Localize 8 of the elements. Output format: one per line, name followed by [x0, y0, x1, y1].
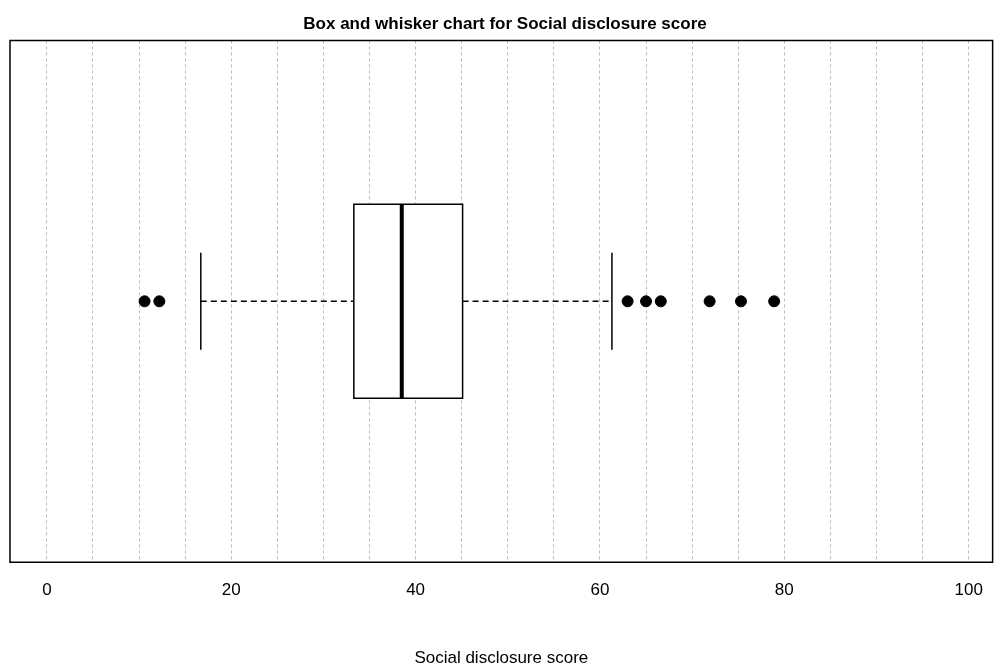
x-tick-label: 60 — [590, 580, 610, 600]
x-axis-title: Social disclosure score — [414, 648, 589, 668]
x-tick-label: 40 — [406, 580, 426, 600]
x-tick-label: 20 — [221, 580, 241, 600]
chart-title: Box and whisker chart for Social disclosure score — [303, 13, 707, 33]
x-tick-label: 80 — [774, 580, 794, 600]
x-tick-label: 0 — [42, 580, 52, 600]
x-tick-label: 100 — [954, 580, 983, 600]
